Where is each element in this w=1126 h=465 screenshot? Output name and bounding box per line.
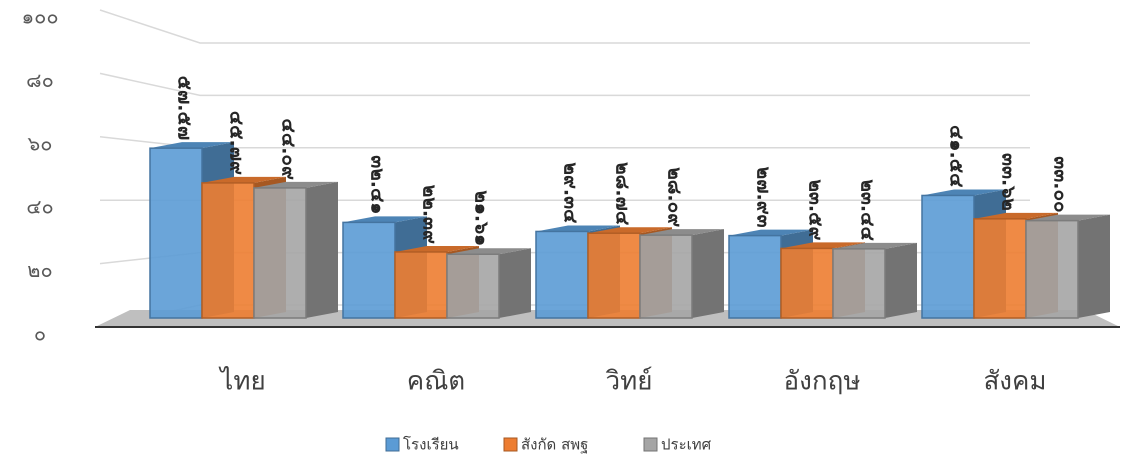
bar-top [729, 229, 813, 236]
y-tick-label: ๐ [34, 322, 46, 346]
y-tick-label: ๘๐ [26, 68, 54, 92]
bar-front [728, 234, 782, 319]
bar-front [253, 187, 307, 319]
legend-swatch [385, 437, 400, 452]
legend-label: ประเทศ [661, 436, 712, 454]
bar-front [921, 194, 975, 319]
bar-front [201, 182, 255, 319]
grid-line [99, 72, 1030, 97]
value-label: ๔๑.๕๔ [946, 125, 968, 187]
bar-side [692, 229, 724, 318]
value-label: ๒๘.๗๔ [612, 162, 634, 225]
x-tick-label: ไทย [218, 366, 265, 397]
bar-top [202, 176, 286, 183]
bar [832, 242, 917, 319]
bar-top [588, 227, 672, 234]
y-tick-label: ๑๐๐ [21, 5, 58, 29]
bar-side [885, 242, 917, 318]
value-label: ๔๔.๐๙ [278, 118, 300, 180]
bar-top [343, 216, 427, 223]
value-label: ๓๓.๖๒ [998, 153, 1020, 211]
y-tick-label: ๖๐ [28, 131, 53, 155]
bar-front [639, 234, 693, 319]
bar-front [1025, 219, 1079, 319]
legend-label: โรงเรียน [403, 436, 459, 454]
legend-label: สังกัด สพฐ [521, 436, 588, 454]
value-label: ๒๘.๐๙ [664, 167, 686, 227]
bar-top [922, 189, 1006, 196]
bar-top [1026, 214, 1110, 221]
bar-front [535, 230, 589, 319]
bar-front [394, 251, 448, 319]
grid-line [99, 9, 1030, 44]
bar-front [973, 218, 1027, 319]
value-label: ๒๑.๖๑ [471, 190, 493, 246]
value-label: ๒๓.๕๙ [805, 179, 827, 240]
bar-top [536, 225, 620, 232]
value-label: ๒๗.๙๓ [753, 167, 775, 228]
value-label: ๔๕.๗๙ [226, 111, 248, 175]
x-tick-label: สังคม [983, 367, 1046, 397]
bar-side [306, 181, 338, 318]
bar [253, 181, 338, 319]
bar-side [1078, 214, 1110, 318]
value-label: ๒๙.๓๔ [560, 162, 582, 223]
bar-front [780, 247, 834, 319]
bar-top [150, 142, 234, 149]
x-tick-label: วิทย์ [605, 367, 652, 397]
bar-top [781, 242, 865, 249]
bar-front [149, 147, 203, 319]
legend-swatch [503, 437, 518, 452]
x-tick-label: อังกฤษ [784, 367, 861, 397]
bar-top [833, 242, 917, 249]
bar-front [832, 248, 886, 319]
bar-top [974, 212, 1058, 219]
bar [1025, 214, 1110, 319]
y-tick-label: ๒๐ [27, 258, 52, 282]
bar [446, 248, 531, 319]
bar [639, 229, 724, 319]
value-label: ๒๓.๔๔ [857, 179, 879, 241]
bar-front [446, 253, 500, 319]
bar-top [447, 248, 531, 255]
value-label: ๒๒.๓๙ [419, 185, 441, 244]
bar-top [640, 229, 724, 236]
value-label: ๓๒.๔๑ [367, 155, 389, 214]
value-label: ๓๓.๐๐ [1050, 156, 1072, 212]
legend-swatch [643, 437, 658, 452]
bar-front [342, 221, 396, 319]
x-tick-label: คณิต [407, 367, 465, 397]
y-tick-label: ๔๐ [26, 195, 53, 219]
value-label: ๕๗.๕๗ [174, 76, 196, 141]
bar-top [395, 245, 479, 252]
bar-side [499, 248, 531, 318]
bar-top [254, 181, 338, 188]
bar-front [587, 232, 641, 319]
